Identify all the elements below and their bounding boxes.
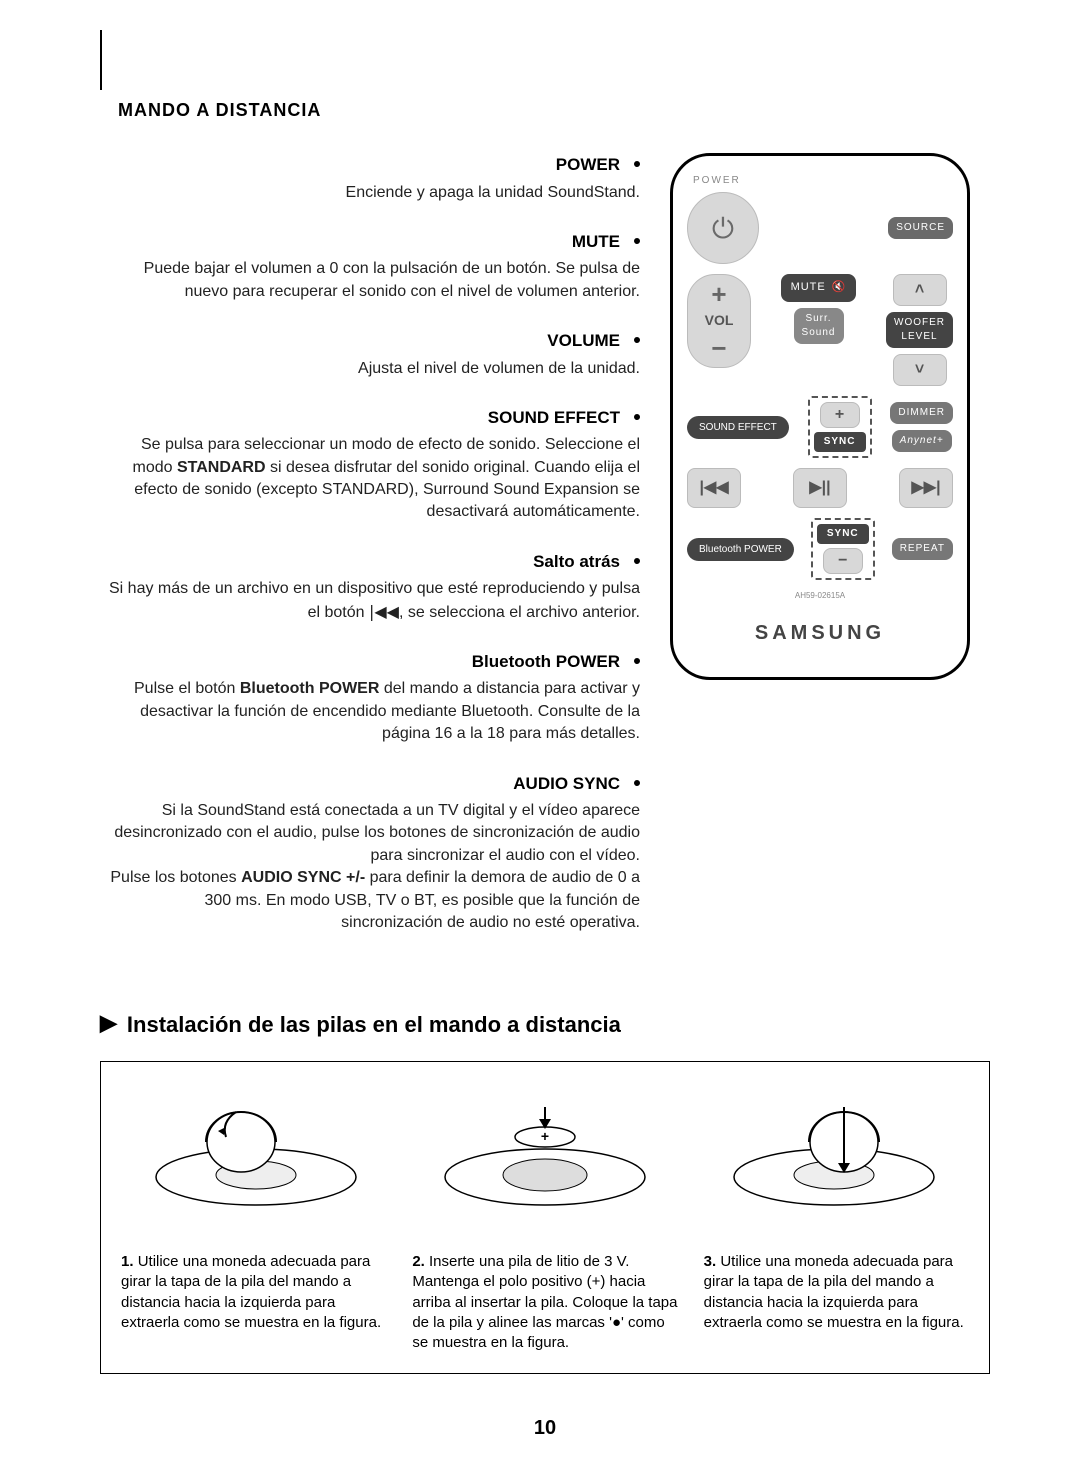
install-heading: ▶ Instalación de las pilas en el mando a … (100, 1010, 990, 1041)
desc-title-mute: MUTE (572, 230, 640, 254)
audio-sync-group-2: SYNC − (811, 518, 875, 580)
remote-descriptions-area: POWER Enciende y apaga la unidad SoundSt… (100, 153, 990, 960)
desc-title-audio-sync: AUDIO SYNC (513, 772, 640, 796)
desc-body-mute: Puede bajar el volumen a 0 con la pulsac… (100, 258, 640, 303)
install-heading-text: Instalación de las pilas en el mando a d… (127, 1012, 621, 1037)
desc-skip-back: Salto atrás Si hay más de un archivo en … (100, 550, 640, 624)
battery-fig-3 (700, 1082, 969, 1222)
power-icon: ⏻ (712, 209, 734, 248)
battery-install-box: + 1. Utilice una moneda (100, 1061, 990, 1374)
desc-body-skip-back: Si hay más de un archivo en un dispositi… (100, 578, 640, 624)
step-3: 3. Utilice una moneda adecuada para gira… (704, 1252, 969, 1353)
sync-plus: + (820, 402, 860, 428)
desc-title-power: POWER (556, 153, 640, 177)
page-number: 10 (100, 1414, 990, 1442)
fig-coin-close-icon (724, 1087, 944, 1217)
section-title: MANDO A DISTANCIA (118, 98, 990, 123)
bt-power-button: Bluetooth POWER (687, 538, 794, 561)
mute-icon: 🔇 (832, 280, 847, 295)
step-2: 2. Inserte una pila de litio de 3 V. Man… (412, 1252, 677, 1353)
vol-label: VOL (705, 311, 734, 331)
source-button: SOURCE (888, 217, 953, 239)
desc-audio-sync: AUDIO SYNC Si la SoundStand está conecta… (100, 772, 640, 935)
sound-text: Sound (802, 327, 836, 338)
fig-insert-battery-icon: + (435, 1087, 655, 1217)
bt-power-text: Bluetooth POWER (699, 544, 782, 555)
desc-body-volume: Ajusta el nivel de volumen de la unidad. (100, 358, 640, 380)
desc-title-skip-back: Salto atrás (533, 550, 640, 574)
battery-steps: 1. Utilice una moneda adecuada para gira… (121, 1252, 969, 1353)
step-3-num: 3. (704, 1253, 717, 1270)
battery-fig-2: + (410, 1082, 679, 1222)
step-2-text: Inserte una pila de litio de 3 V. Manten… (412, 1253, 677, 1351)
model-number: AH59-02615A (687, 590, 953, 601)
skip-fwd-button: ▶▶| (899, 468, 953, 508)
mute-button: MUTE 🔇 (781, 274, 857, 301)
repeat-button: REPEAT (892, 538, 953, 560)
sync-label-2: SYNC (817, 524, 869, 544)
desc-bt-power: Bluetooth POWER Pulse el botón Bluetooth… (100, 650, 640, 746)
power-button: ⏻ (687, 192, 759, 264)
remote-illustration: POWER ⏻ SOURCE + VOL − (660, 153, 990, 960)
button-descriptions: POWER Enciende y apaga la unidad SoundSt… (100, 153, 640, 960)
vol-plus: + (711, 281, 726, 307)
step-1: 1. Utilice una moneda adecuada para gira… (121, 1252, 386, 1353)
battery-figures: + (121, 1082, 969, 1222)
surr-sound-label: Surr. Sound (794, 308, 844, 344)
desc-body-sound-effect: Se pulsa para seleccionar un modo de efe… (100, 434, 640, 524)
step-2-num: 2. (412, 1253, 425, 1270)
desc-title-sound-effect: SOUND EFFECT (488, 406, 640, 430)
woofer-label: WOOFER LEVEL (886, 312, 953, 348)
anynet-button: Anynet+ (892, 430, 952, 452)
step-1-text: Utilice una moneda adecuada para girar l… (121, 1253, 381, 1331)
remote-power-label: POWER (693, 174, 953, 188)
desc-body-power: Enciende y apaga la unidad SoundStand. (100, 182, 640, 204)
sound-effect-button: SOUND EFFECT (687, 416, 789, 439)
desc-title-volume: VOLUME (547, 329, 640, 353)
fig-coin-open-icon (146, 1087, 366, 1217)
triangle-icon: ▶ (100, 1008, 117, 1039)
play-pause-button: ▶|| (793, 468, 847, 508)
sync-label: SYNC (814, 432, 866, 452)
desc-mute: MUTE Puede bajar el volumen a 0 con la p… (100, 230, 640, 303)
volume-rocker: + VOL − (687, 274, 751, 368)
skip-back-button: |◀◀ (687, 468, 741, 508)
level-text: LEVEL (901, 331, 937, 342)
sound-effect-text: SOUND EFFECT (699, 422, 777, 433)
desc-volume: VOLUME Ajusta el nivel de volumen de la … (100, 329, 640, 380)
audio-sync-group: + SYNC (808, 396, 872, 458)
side-rule (100, 30, 102, 90)
woofer-down: ˅ (893, 354, 947, 386)
step-1-num: 1. (121, 1253, 134, 1270)
desc-sound-effect: SOUND EFFECT Se pulsa para seleccionar u… (100, 406, 640, 524)
step-3-text: Utilice una moneda adecuada para girar l… (704, 1253, 964, 1331)
woofer-up: ˄ (893, 274, 947, 306)
desc-title-bt-power: Bluetooth POWER (472, 650, 640, 674)
desc-body-audio-sync: Si la SoundStand está conectada a un TV … (100, 800, 640, 934)
vol-minus: − (711, 335, 726, 361)
dimmer-button: DIMMER (890, 402, 953, 424)
desc-power: POWER Enciende y apaga la unidad SoundSt… (100, 153, 640, 204)
remote-outline: POWER ⏻ SOURCE + VOL − (670, 153, 970, 680)
battery-fig-1 (121, 1082, 390, 1222)
desc-body-bt-power: Pulse el botón Bluetooth POWER del mando… (100, 678, 640, 745)
woofer-text: WOOFER (894, 317, 945, 328)
brand-label: SAMSUNG (687, 619, 953, 647)
mute-text: MUTE (791, 280, 826, 295)
svg-text:+: + (541, 1128, 549, 1144)
sync-minus: − (823, 548, 863, 574)
surr-text: Surr. (805, 313, 831, 324)
